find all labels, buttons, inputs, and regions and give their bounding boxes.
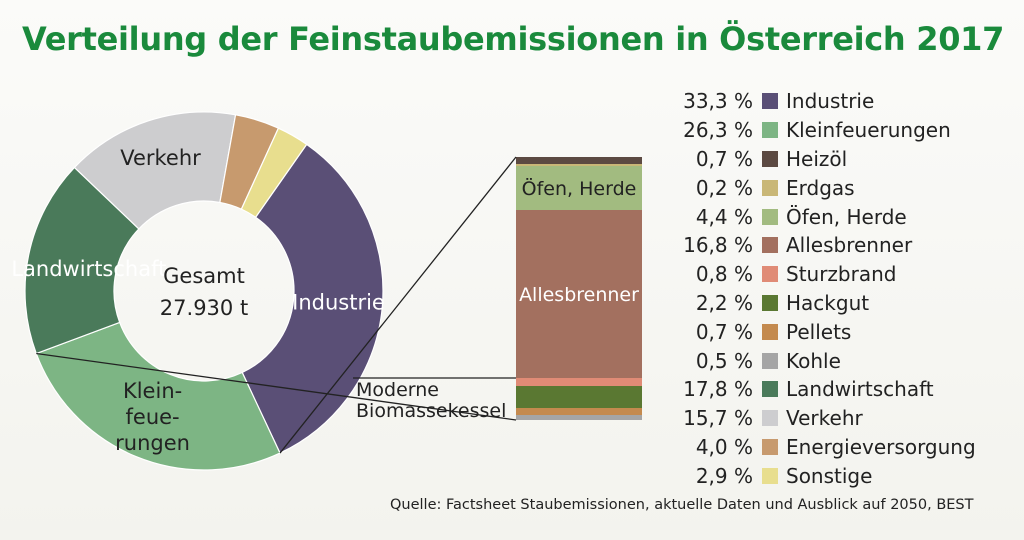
legend-label: Energieversorgung: [786, 434, 976, 459]
slice-kleinfeuerungen: [35, 321, 281, 471]
bar-segment-oefen-herde: [516, 166, 642, 210]
legend-swatch: [762, 179, 778, 196]
slice-label-landwirtschaft: Landwirtschaft: [11, 257, 166, 281]
legend-swatch: [762, 438, 778, 455]
legend-item-allesbrenner: 16,8 % Allesbrenner: [640, 231, 1020, 260]
slice-label-verkehr: Verkehr: [120, 146, 201, 170]
legend-item-pellets: 0,7 % Pellets: [640, 317, 1020, 346]
legend-item-kleinfeuerungen: 26,3 % Kleinfeuerungen: [640, 116, 1020, 145]
legend-value: 0,8 %: [695, 262, 753, 287]
connector-top: [279, 156, 517, 454]
breakdown-bar: Öfen, Herde Allesbrenner Moderne Biomasseke…: [356, 157, 642, 422]
bar-segment-kohle: [516, 415, 642, 420]
slice-landwirtschaft: [24, 166, 140, 355]
legend-label: Sonstige: [786, 463, 873, 488]
legend-label: Kleinfeuerungen: [786, 118, 951, 143]
legend-value: 33,3 %: [683, 89, 753, 114]
center-label: Gesamt: [163, 264, 245, 288]
legend-item-sturzbrand: 0,8 % Sturzbrand: [640, 260, 1020, 289]
connector-bottom: [36, 352, 517, 421]
slice-industrie: [241, 143, 384, 454]
connector-lines: [36, 156, 517, 454]
slice-label-industrie: Industrie: [292, 291, 385, 315]
legend-value: 17,8 %: [683, 377, 753, 402]
source-note: Quelle: Factsheet Staubemissionen, aktue…: [390, 497, 974, 513]
legend-label: Pellets: [786, 319, 852, 344]
legend-swatch: [762, 381, 778, 398]
bar-segment-heizoel: [516, 157, 642, 164]
bar-segment-erdgas: [516, 164, 642, 166]
legend-swatch: [762, 266, 778, 283]
legend-value: 16,8 %: [683, 233, 753, 258]
legend-swatch: [762, 237, 778, 254]
bar-segment-sturzbrand: [516, 378, 642, 386]
bar-label-allesbrenner: Allesbrenner: [519, 284, 639, 306]
legend-label: Sturzbrand: [786, 262, 897, 287]
legend-item-sonstige: 2,9 % Sonstige: [640, 461, 1020, 490]
legend-value: 15,7 %: [683, 406, 753, 431]
legend-value: 26,3 %: [683, 118, 753, 143]
legend-label: Industrie: [786, 89, 875, 114]
bar-label-biomassekessel: Moderne Biomassekessel: [356, 379, 506, 422]
legend-label: Erdgas: [786, 175, 855, 200]
center-value: 27.930 t: [160, 296, 248, 320]
legend-swatch: [762, 208, 778, 225]
bar-label-oefen-herde: Öfen, Herde: [522, 177, 637, 200]
bar-segment-hackgut: [516, 386, 642, 408]
legend-value: 0,2 %: [695, 175, 753, 200]
legend-value: 4,4 %: [695, 204, 753, 229]
legend-item-industrie: 33,3 % Industrie: [640, 87, 1020, 116]
legend-swatch: [762, 323, 778, 340]
legend-label: Kohle: [786, 348, 841, 373]
legend-value: 4,0 %: [695, 434, 753, 459]
bar-segment-allesbrenner: [516, 210, 642, 378]
legend-item-heizoel: 0,7 % Heizöl: [640, 145, 1020, 174]
legend-value: 0,5 %: [695, 348, 753, 373]
legend: 33,3 % Industrie 26,3 % Kleinfeuerungen 0,7 …: [640, 87, 1020, 490]
legend-item-hackgut: 2,2 % Hackgut: [640, 289, 1020, 318]
legend-label: Heizöl: [786, 146, 848, 171]
legend-swatch: [762, 122, 778, 139]
legend-swatch: [762, 410, 778, 427]
legend-swatch: [762, 352, 778, 369]
legend-label: Allesbrenner: [786, 233, 913, 258]
legend-label: Landwirtschaft: [786, 377, 934, 402]
legend-swatch: [762, 93, 778, 110]
legend-item-energieversorgung: 4,0 % Energieversorgung: [640, 433, 1020, 462]
legend-value: 0,7 %: [695, 146, 753, 171]
legend-value: 2,2 %: [695, 290, 753, 315]
legend-item-landwirtschaft: 17,8 % Landwirtschaft: [640, 375, 1020, 404]
legend-item-oefen-herde: 4,4 % Öfen, Herde: [640, 202, 1020, 231]
legend-swatch: [762, 150, 778, 167]
donut-slices: [24, 111, 384, 471]
chart-title: Verteilung der Feinstaubemissionen in Ös…: [22, 20, 1005, 58]
legend-label: Öfen, Herde: [786, 204, 907, 229]
legend-value: 0,7 %: [695, 319, 753, 344]
legend-label: Hackgut: [786, 290, 870, 315]
bar-segment-pellets: [516, 408, 642, 415]
legend-swatch: [762, 294, 778, 311]
legend-item-erdgas: 0,2 % Erdgas: [640, 173, 1020, 202]
chart-labels: Industrie Klein-feue-rungen Landwirtschaft…: [11, 146, 385, 455]
legend-item-verkehr: 15,7 % Verkehr: [640, 404, 1020, 433]
legend-swatch: [762, 467, 778, 484]
legend-value: 2,9 %: [695, 463, 753, 488]
legend-label: Verkehr: [786, 406, 863, 431]
legend-item-kohle: 0,5 % Kohle: [640, 346, 1020, 375]
slice-sonstige: [240, 127, 308, 219]
slice-label-kleinfeuerungen: Klein-feue-rungen: [115, 379, 190, 455]
